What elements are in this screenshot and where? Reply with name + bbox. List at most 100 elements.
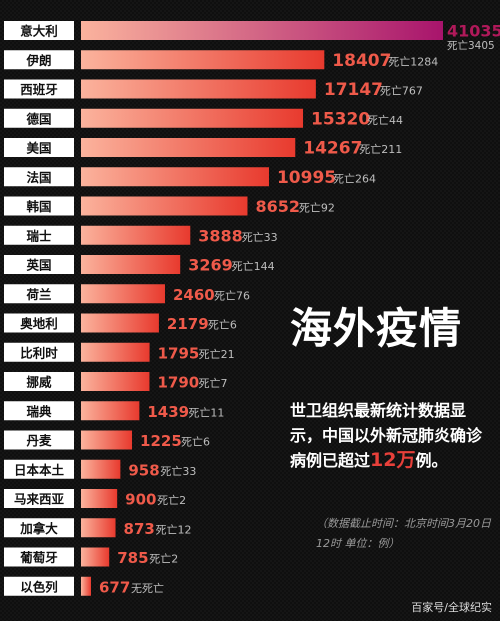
deaths-label: 无死亡	[131, 581, 164, 595]
data-note: （数据截止时间：北京时间3月20日12时 单位：例）	[316, 517, 491, 550]
country-label-box	[4, 108, 74, 128]
case-bar	[81, 21, 443, 40]
case-value: 15320	[311, 109, 370, 129]
case-value: 17147	[324, 80, 383, 100]
country-label: 美国	[26, 141, 51, 156]
country-label: 荷兰	[25, 287, 52, 302]
case-bar	[81, 167, 269, 187]
country-label-box	[4, 284, 74, 304]
case-bar	[81, 547, 110, 567]
description-highlight: 12万	[370, 449, 416, 471]
deaths-label: 死亡264	[333, 171, 376, 185]
case-bar	[81, 108, 304, 128]
country-label-box	[4, 79, 74, 99]
country-label: 法国	[26, 170, 51, 185]
country-label: 加拿大	[19, 521, 58, 536]
case-value: 1225	[140, 432, 182, 450]
case-value: 41035	[447, 22, 500, 41]
country-label: 比利时	[20, 345, 58, 360]
deaths-label: 死亡144	[232, 259, 275, 273]
country-label-box	[4, 489, 74, 508]
country-label: 意大利	[20, 24, 58, 39]
country-label: 葡萄牙	[19, 550, 58, 565]
deaths-label: 死亡211	[359, 142, 402, 156]
deaths-label: 死亡2	[157, 493, 186, 507]
deaths-label: 死亡6	[181, 435, 210, 449]
country-label: 瑞典	[26, 404, 52, 419]
deaths-label: 死亡7	[198, 376, 227, 390]
watermark: 百家号/全球纪实	[411, 601, 492, 614]
country-label: 英国	[26, 258, 51, 273]
country-label: 西班牙	[20, 82, 58, 97]
country-label: 马来西亚	[14, 492, 65, 507]
case-value: 3269	[188, 256, 233, 275]
case-value: 10995	[277, 168, 336, 188]
case-bar	[81, 518, 116, 538]
country-label: 日本本土	[14, 462, 65, 477]
country-label: 以色列	[20, 579, 58, 594]
case-bar	[81, 138, 296, 157]
case-value: 2179	[167, 315, 209, 333]
country-label: 奥地利	[20, 316, 58, 331]
country-label: 伊朗	[25, 53, 51, 68]
case-value: 1790	[157, 374, 199, 392]
country-label-box	[4, 138, 74, 157]
deaths-label: 死亡76	[214, 288, 250, 302]
case-bar	[81, 489, 118, 508]
description: 世卫组织最新统计数据显示，中国以外新冠肺炎确诊病例已超过12万例。	[290, 398, 496, 473]
case-bar	[81, 79, 316, 99]
deaths-label: 死亡3405	[447, 39, 495, 52]
case-bar	[81, 372, 150, 391]
country-label-box	[4, 255, 74, 274]
case-bar	[81, 342, 150, 362]
country-label-box	[4, 196, 74, 216]
case-value: 14267	[303, 139, 362, 159]
description-text: 世卫组织最新统计数据显示，中国以外新冠肺炎确诊病例已超过	[290, 401, 483, 470]
case-value: 958	[128, 461, 159, 479]
description-end: 例。	[415, 451, 448, 470]
deaths-label: 死亡92	[299, 201, 335, 215]
deaths-label: 死亡21	[199, 347, 235, 361]
case-bar	[81, 196, 248, 216]
case-bar	[81, 225, 191, 245]
case-bar	[81, 284, 165, 304]
country-label-box	[4, 576, 74, 596]
country-label-box	[4, 459, 74, 479]
case-value: 3888	[198, 226, 243, 245]
deaths-label: 死亡44	[367, 113, 403, 127]
deaths-label: 死亡1284	[388, 54, 438, 68]
deaths-label: 死亡2	[149, 552, 178, 566]
deaths-label: 死亡12	[156, 522, 192, 536]
country-label-box	[4, 518, 74, 538]
case-value: 18407	[332, 51, 391, 71]
deaths-label: 死亡767	[380, 84, 423, 98]
country-label-box	[4, 21, 74, 40]
case-value: 1439	[147, 403, 189, 421]
country-label-box	[4, 372, 74, 391]
case-bar	[81, 313, 159, 333]
country-label-box	[4, 50, 74, 70]
country-label: 丹麦	[26, 433, 52, 448]
case-value: 785	[117, 549, 148, 567]
deaths-label: 死亡6	[208, 318, 237, 332]
deaths-label: 死亡11	[188, 405, 224, 419]
country-label-box	[4, 167, 74, 187]
country-label-box	[4, 313, 74, 333]
case-value: 677	[99, 578, 130, 596]
case-value: 1795	[158, 344, 200, 362]
case-value: 900	[125, 491, 156, 509]
country-label: 瑞士	[26, 228, 52, 243]
case-value: 873	[124, 520, 155, 538]
case-bar	[81, 255, 181, 274]
case-bar	[81, 430, 133, 450]
case-value: 8652	[255, 197, 300, 216]
country-label-box	[4, 430, 74, 450]
case-bar	[81, 576, 91, 596]
country-label-box	[4, 401, 74, 421]
country-label: 挪威	[26, 375, 52, 390]
country-label: 韩国	[26, 199, 51, 214]
case-bar	[81, 50, 325, 70]
case-bar	[81, 401, 140, 421]
country-label-box	[4, 225, 74, 245]
